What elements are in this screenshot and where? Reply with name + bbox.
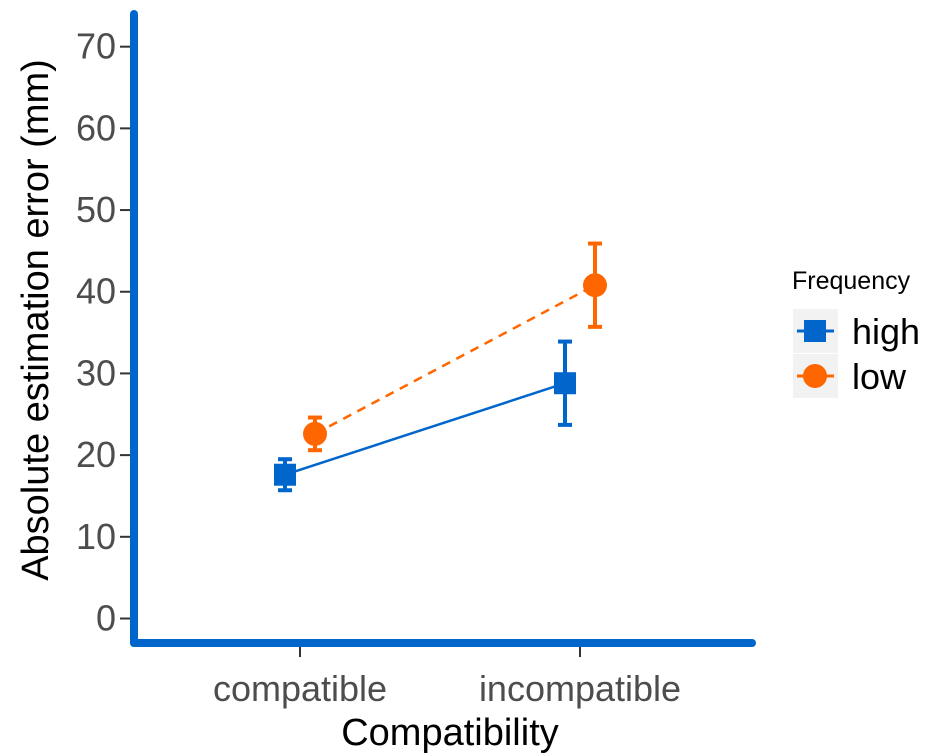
y-tick-label: 0 — [96, 597, 116, 638]
legend-item-low: low — [793, 354, 907, 398]
legend-item-high: high — [793, 309, 920, 353]
y-tick-label: 60 — [76, 107, 116, 148]
y-tick-label: 30 — [76, 352, 116, 393]
ticks-layer: 0 10 20 30 40 50 60 70 compatible incompatible — [76, 26, 681, 709]
series-line — [314, 284, 596, 435]
y-tick-label: 10 — [76, 516, 116, 557]
axes-layer — [130, 10, 756, 647]
data-point — [303, 421, 327, 446]
y-tick-label: 20 — [76, 434, 116, 475]
legend-title: Frequency — [792, 267, 911, 295]
legend-label: low — [852, 356, 907, 397]
y-tick-label: 50 — [76, 189, 116, 230]
x-tick-label: compatible — [213, 668, 387, 709]
y-tick-label: 40 — [76, 271, 116, 312]
data-point — [583, 273, 607, 298]
legend-key-marker — [804, 320, 826, 342]
data-point — [554, 372, 576, 395]
x-tick-label: incompatible — [479, 668, 681, 709]
legend-key-marker — [803, 364, 827, 388]
data-point — [274, 463, 296, 486]
y-axis-title: Absolute estimation error (mm) — [15, 59, 57, 581]
x-axis-title: Compatibility — [341, 712, 559, 754]
series-low — [303, 241, 607, 453]
y-tick-label: 70 — [76, 26, 116, 67]
legend-label: high — [852, 311, 920, 352]
series-layer — [274, 241, 607, 493]
series-high — [274, 339, 576, 493]
series-line — [284, 382, 566, 476]
